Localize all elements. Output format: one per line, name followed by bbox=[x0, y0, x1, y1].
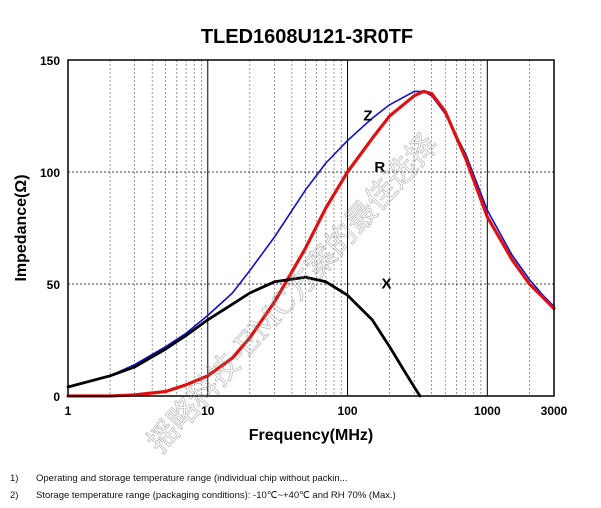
curve-label-r: R bbox=[374, 159, 385, 176]
tick-labels: 1 10 100 1000 3000 0 50 100 150 bbox=[40, 54, 568, 418]
series-line-r bbox=[66, 89, 556, 398]
series-annotations: Z R X bbox=[363, 107, 391, 292]
grid-lines bbox=[68, 60, 554, 396]
footnote-text: Operating and storage temperature range … bbox=[36, 473, 348, 484]
curve-label-x: X bbox=[381, 275, 391, 292]
x-tick-label: 1000 bbox=[474, 404, 501, 418]
y-tick-label: 150 bbox=[40, 54, 60, 68]
footnotes: 1) Operating and storage temperature ran… bbox=[10, 470, 595, 504]
series-layer bbox=[66, 89, 556, 398]
y-tick-label: 50 bbox=[47, 278, 61, 292]
footnote-number: 2) bbox=[10, 490, 19, 501]
y-tick-label: 100 bbox=[40, 166, 60, 180]
curve-label-z: Z bbox=[363, 107, 372, 124]
x-tick-label: 1 bbox=[65, 404, 72, 418]
footnote-text: Storage temperature range (packaging con… bbox=[36, 490, 396, 501]
x-tick-label: 10 bbox=[201, 404, 215, 418]
x-tick-label: 3000 bbox=[541, 404, 568, 418]
x-axis-label: Frequency(MHz) bbox=[249, 427, 373, 444]
impedance-chart: TLED1608U121-3R0TF 1 10 100 1000 30000501001… bbox=[13, 26, 568, 460]
x-tick-label: 100 bbox=[338, 404, 358, 418]
footnote-2: 2) Storage temperature range (packaging … bbox=[10, 487, 595, 504]
y-tick-label: 0 bbox=[53, 390, 60, 404]
y-axis-label: Impedance(Ω) bbox=[13, 174, 30, 281]
watermark: 摇略科技-EMC方案的最佳选择 bbox=[141, 127, 445, 459]
chart-title: TLED1608U121-3R0TF bbox=[201, 26, 413, 48]
footnote-1: 1) Operating and storage temperature ran… bbox=[10, 470, 595, 487]
series-line-x bbox=[66, 275, 422, 398]
footnote-number: 1) bbox=[10, 473, 19, 484]
plot-frame bbox=[67, 59, 555, 397]
series-line-z bbox=[67, 90, 555, 388]
